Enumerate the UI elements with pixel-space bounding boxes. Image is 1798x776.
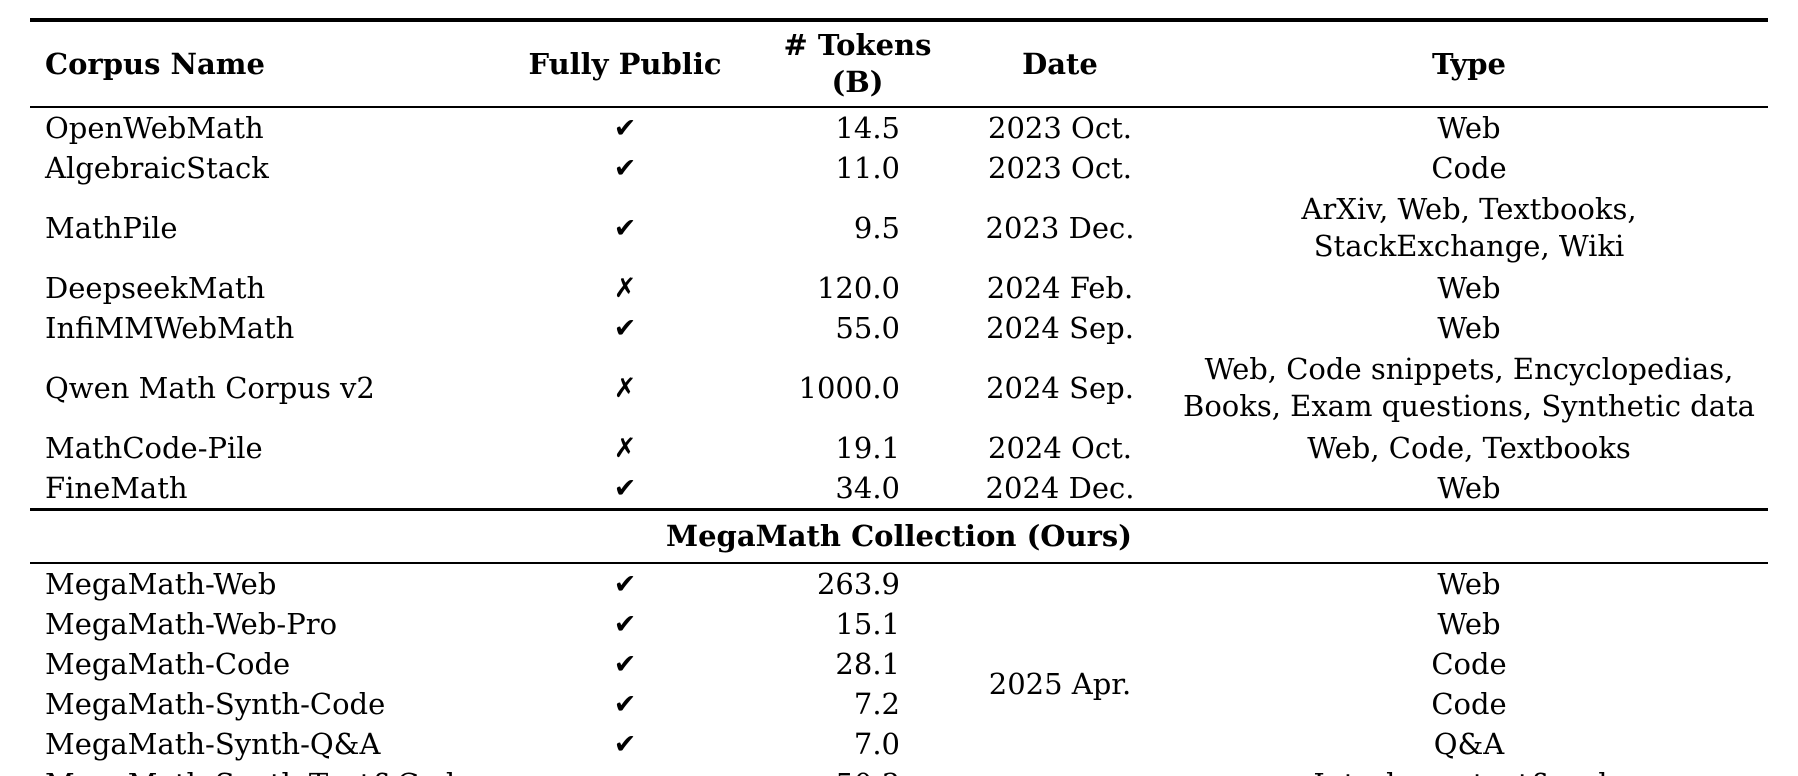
tokens-cell: 1000.0 (798, 370, 900, 405)
tokens-cell: 34.0 (835, 470, 900, 505)
cross-icon: ✗ (613, 373, 637, 404)
table-body: OpenWebMath ✔ 14.5 2023 Oct. Web Algebra… (30, 107, 1768, 776)
table-row: OpenWebMath ✔ 14.5 2023 Oct. Web (30, 107, 1768, 148)
table-row: MathCode-Pile ✗ 19.1 2024 Oct. Web, Code… (30, 428, 1768, 468)
corpus-name-cell: AlgebraicStack (45, 150, 269, 185)
tokens-cell: 11.0 (835, 150, 900, 185)
table-row: AlgebraicStack ✔ 11.0 2023 Oct. Code (30, 148, 1768, 188)
table-row: MegaMath-Code ✔ 28.1 Code (30, 644, 1768, 684)
type-cell: Web (1437, 606, 1501, 641)
check-icon: ✔ (613, 729, 637, 760)
corpus-name-cell: InfiMMWebMath (45, 310, 295, 345)
table-row: InfiMMWebMath ✔ 55.0 2024 Sep. Web (30, 308, 1768, 348)
column-header-fully-public: Fully Public (485, 20, 765, 108)
corpus-name-cell: MegaMath-Code (45, 646, 291, 681)
cross-icon: ✗ (613, 433, 637, 464)
corpus-name-cell: OpenWebMath (45, 110, 264, 145)
tokens-cell: 9.5 (853, 210, 900, 245)
type-cell: Web (1437, 270, 1501, 305)
tokens-cell: 19.1 (835, 430, 900, 465)
corpus-name-cell: MegaMath-Web-Pro (45, 606, 338, 641)
table-row: MegaMath-Web-Pro ✔ 15.1 Web (30, 604, 1768, 644)
check-icon: ✔ (613, 609, 637, 640)
type-cell: Web (1437, 470, 1501, 505)
tokens-cell: 263.9 (816, 566, 900, 601)
check-icon: ✔ (613, 113, 637, 144)
check-icon: ✔ (614, 769, 637, 776)
cross-icon: ✗ (613, 273, 637, 304)
tokens-cell: 55.0 (835, 310, 900, 345)
check-icon: ✔ (613, 153, 637, 184)
tokens-cell: 120.0 (816, 270, 900, 305)
check-icon: ✔ (613, 313, 637, 344)
table-row: FineMath ✔ 34.0 2024 Dec. Web (30, 468, 1768, 510)
table-row: MegaMath-Synth-Text&Code ✔ 50.3 Interlea… (30, 764, 1768, 776)
column-header-date: Date (950, 20, 1170, 108)
type-cell: Web (1437, 110, 1501, 145)
tokens-cell: 7.2 (853, 686, 900, 721)
corpus-name-cell: MegaMath-Synth-Q&A (45, 726, 381, 761)
check-icon: ✔ (613, 569, 637, 600)
type-cell: Q&A (1433, 726, 1505, 761)
table-header: Corpus Name Fully Public # Tokens (B) Da… (30, 20, 1768, 108)
corpus-name-cell: MegaMath-Synth-Code (45, 686, 386, 721)
corpus-name-cell: FineMath (45, 470, 188, 505)
corpora-comparison-table: Corpus Name Fully Public # Tokens (B) Da… (30, 18, 1768, 776)
date-cell: 2024 Sep. (986, 310, 1134, 345)
check-icon: ✔ (613, 649, 637, 680)
type-cell: Code (1431, 646, 1507, 681)
date-cell-merged: 2025 Apr. (988, 666, 1132, 701)
table-row: DeepseekMath ✗ 120.0 2024 Feb. Web (30, 268, 1768, 308)
date-cell: 2023 Dec. (985, 210, 1135, 245)
tokens-cell: 15.1 (835, 606, 900, 641)
corpus-name-cell: MathCode-Pile (45, 430, 263, 465)
tokens-cell: 7.0 (853, 726, 900, 761)
check-icon: ✔ (613, 473, 637, 504)
check-icon: ✔ (613, 689, 637, 720)
type-cell: ArXiv, Web, Textbooks, StackExchange, Wi… (1301, 192, 1637, 263)
column-header-corpus-name: Corpus Name (30, 20, 485, 108)
date-cell: 2024 Dec. (985, 470, 1135, 505)
corpus-name-cell: MegaMath-Synth-Text&Code (30, 764, 485, 776)
header-row: Corpus Name Fully Public # Tokens (B) Da… (30, 20, 1768, 108)
section-header-row: MegaMath Collection (Ours) (30, 508, 1768, 564)
column-header-type: Type (1170, 20, 1768, 108)
tokens-cell: 28.1 (835, 646, 900, 681)
type-cell: Code (1431, 686, 1507, 721)
column-header-tokens: # Tokens (B) (765, 20, 950, 108)
date-cell: 2023 Oct. (988, 150, 1132, 185)
table-row: MegaMath-Synth-Q&A ✔ 7.0 Q&A (30, 724, 1768, 764)
check-icon: ✔ (613, 213, 637, 244)
corpus-name-cell: MegaMath-Web (45, 566, 277, 601)
table-row: MathPile ✔ 9.5 2023 Dec. ArXiv, Web, Tex… (30, 188, 1768, 268)
date-cell: 2024 Oct. (988, 430, 1132, 465)
table-row: MegaMath-Synth-Code ✔ 7.2 Code (30, 684, 1768, 724)
type-cell: Web, Code snippets, Encyclopedias, Books… (1183, 352, 1755, 423)
table-row: Qwen Math Corpus v2 ✗ 1000.0 2024 Sep. W… (30, 348, 1768, 428)
type-cell: Web, Code, Textbooks (1307, 430, 1631, 465)
table-row: MegaMath-Web ✔ 263.9 2025 Apr. Web (30, 563, 1768, 701)
type-cell: Code (1431, 150, 1507, 185)
date-cell: 2024 Sep. (986, 370, 1134, 405)
type-cell: Web (1437, 566, 1501, 601)
type-cell: Web (1437, 310, 1501, 345)
date-cell: 2023 Oct. (988, 110, 1132, 145)
tokens-cell: 50.3 (765, 764, 950, 776)
section-header-title: MegaMath Collection (Ours) (30, 508, 1768, 564)
corpus-name-cell: Qwen Math Corpus v2 (45, 370, 375, 405)
type-cell: Interleave text&code (1170, 764, 1768, 776)
corpus-name-cell: DeepseekMath (45, 270, 266, 305)
tokens-cell: 14.5 (835, 110, 900, 145)
corpus-name-cell: MathPile (45, 210, 178, 245)
date-cell: 2024 Feb. (986, 270, 1134, 305)
